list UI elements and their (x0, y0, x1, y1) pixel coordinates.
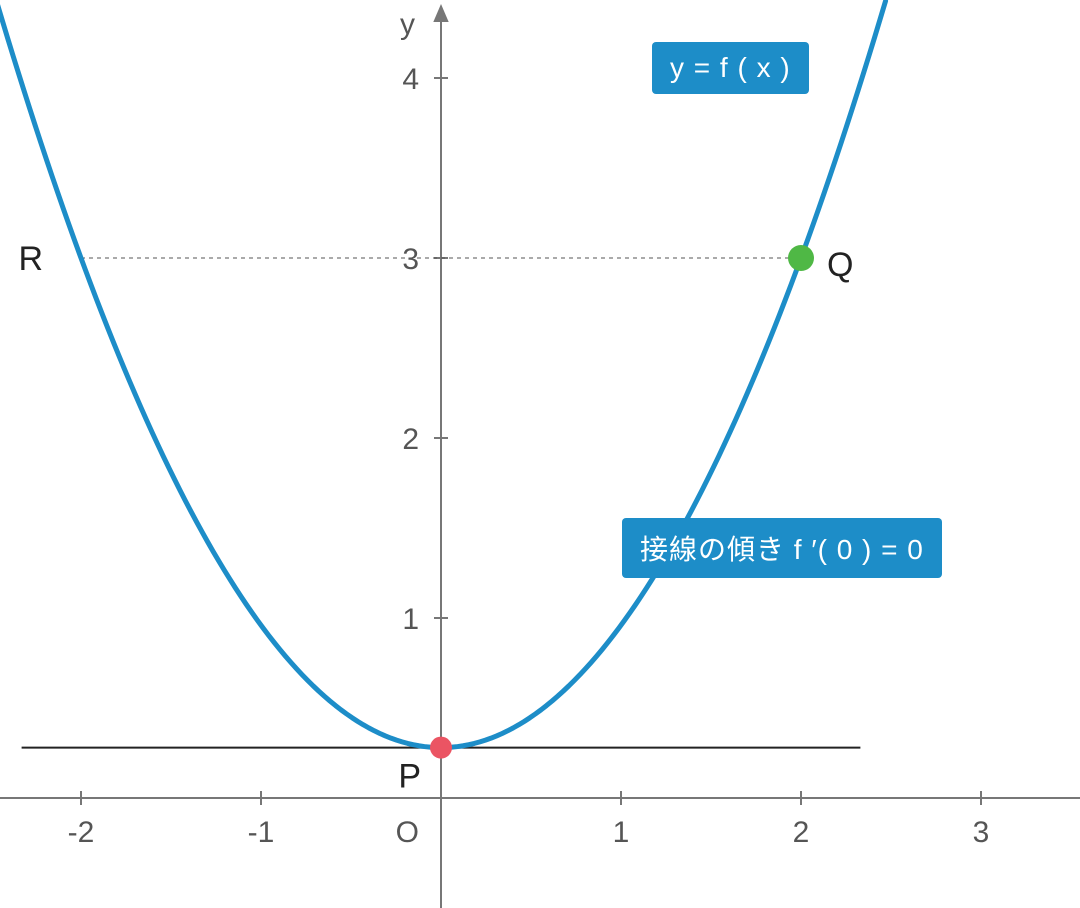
x-tick-label: -1 (248, 816, 275, 849)
function-label-text: y = f ( x ) (670, 52, 791, 83)
point-label-R: R (18, 240, 43, 278)
x-tick-label: 3 (973, 816, 990, 849)
origin-label: O (396, 816, 419, 849)
parabola-curve (0, 1, 886, 748)
tangent-label-box: 接線の傾き f ′( 0 ) = 0 (622, 518, 942, 578)
x-tick-label: 2 (793, 816, 810, 849)
y-axis-label: y (400, 8, 415, 41)
y-tick-label: 1 (402, 603, 419, 636)
point-label-Q: Q (827, 246, 853, 284)
tangent-label-text: 接線の傾き f ′( 0 ) = 0 (640, 534, 924, 565)
parabola-chart: -2 -1 1 2 3 1 2 3 4 y OP Q R y = f ( x ) 接線の傾き f ′( … (0, 0, 1080, 908)
y-axis-arrow (433, 4, 448, 22)
point-label-P: P (398, 758, 421, 796)
y-tick-label: 2 (402, 423, 419, 456)
point-P (430, 737, 452, 759)
y-tick-label: 4 (402, 63, 419, 96)
chart-svg: -2 -1 1 2 3 1 2 3 4 y OP Q R (0, 0, 1080, 908)
x-tick-label: 1 (613, 816, 630, 849)
y-tick-label: 3 (402, 243, 419, 276)
x-tick-label: -2 (68, 816, 95, 849)
point-Q (788, 245, 814, 271)
function-label-box: y = f ( x ) (652, 42, 809, 94)
